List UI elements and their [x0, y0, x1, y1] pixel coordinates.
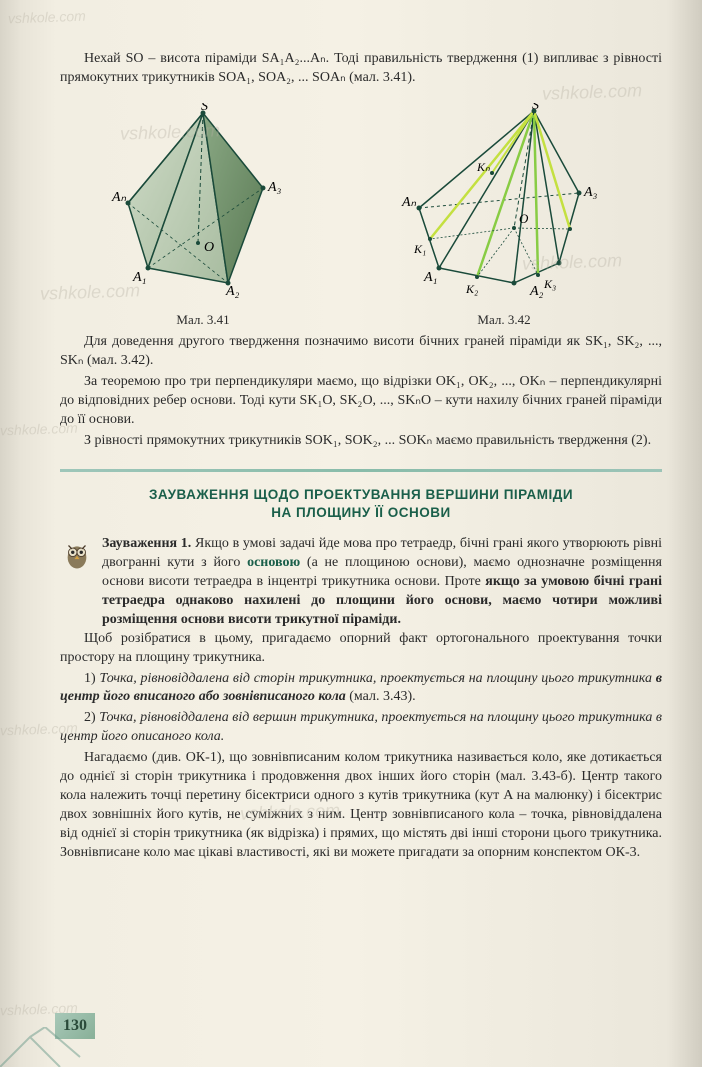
svg-text:A₁: A₁ [132, 270, 146, 285]
svg-text:K₂: K₂ [465, 282, 478, 296]
heading-line-2: НА ПЛОЩИНУ ЇЇ ОСНОВИ [271, 505, 450, 520]
item1-ref: (мал. 3.43). [346, 689, 416, 704]
paragraph-5: Щоб розібратися в цьому, пригадаємо опор… [60, 630, 662, 668]
note-lead: Зауваження 1. [102, 536, 191, 551]
owl-icon [60, 537, 94, 571]
item1-text: Точка, рівновіддалена від сторін трикутн… [99, 671, 655, 686]
list-item-2: 2) Точка, рівновіддалена від вершин трик… [60, 709, 662, 747]
svg-text:S: S [201, 103, 208, 114]
corner-decoration [0, 1027, 100, 1067]
diagrams-row: S Aₙ A₁ A₂ A₃ O Мал. 3.41 [60, 103, 662, 328]
item1-num: 1) [84, 671, 99, 686]
svg-text:A₂: A₂ [529, 284, 544, 298]
svg-text:S: S [532, 103, 539, 113]
svg-text:O: O [519, 211, 529, 226]
watermark: vshkole.com [8, 7, 86, 29]
pyramid-diagram-1: S Aₙ A₁ A₂ A₃ O [98, 103, 308, 298]
svg-text:A₃: A₃ [267, 180, 282, 195]
note-1-block: Зауваження 1. Якщо в умові задачі йде мо… [60, 535, 662, 629]
list-item-1: 1) Точка, рівновіддалена від сторін трик… [60, 670, 662, 708]
figure-3-41: S Aₙ A₁ A₂ A₃ O Мал. 3.41 [98, 103, 308, 328]
item2-text: Точка, рівновіддалена від вершин трикутн… [60, 710, 662, 744]
item2-num: 2) [84, 710, 99, 725]
section-divider [60, 469, 662, 472]
svg-text:O: O [204, 240, 214, 255]
svg-text:A₁: A₁ [423, 270, 437, 285]
paragraph-4: З рівності прямокутних трикутників SOK₁,… [60, 432, 662, 451]
svg-text:K₃: K₃ [543, 277, 556, 291]
svg-text:Aₙ: Aₙ [401, 195, 417, 210]
svg-text:Kₙ: Kₙ [476, 160, 490, 174]
svg-text:Aₙ: Aₙ [111, 190, 127, 205]
svg-text:A₃: A₃ [583, 185, 598, 200]
paragraph-1: Нехай SO – висота піраміди SA₁A₂...Aₙ. Т… [60, 50, 662, 88]
paragraph-2: Для доведення другого твердження позначи… [60, 333, 662, 371]
pyramid-diagram-2: S Aₙ A₁ A₂ A₃ O Kₙ K₁ K₂ K₃ [384, 103, 624, 298]
svg-text:K₁: K₁ [413, 242, 426, 256]
svg-text:A₂: A₂ [225, 284, 240, 298]
paragraph-3: За теоремою про три перпендикуляри маємо… [60, 373, 662, 430]
section-heading: ЗАУВАЖЕННЯ ЩОДО ПРОЕКТУВАННЯ ВЕРШИНИ ПІР… [60, 486, 662, 524]
note-highlight: основою [247, 555, 300, 570]
figure-3-42: S Aₙ A₁ A₂ A₃ O Kₙ K₁ K₂ K₃ Мал. 3.42 [384, 103, 624, 328]
heading-line-1: ЗАУВАЖЕННЯ ЩОДО ПРОЕКТУВАННЯ ВЕРШИНИ ПІР… [149, 487, 573, 502]
figure-caption-2: Мал. 3.42 [384, 311, 624, 329]
note-1-text: Зауваження 1. Якщо в умові задачі йде мо… [102, 535, 662, 629]
paragraph-6: Нагадаємо (див. ОК-1), що зовнівписаним … [60, 749, 662, 862]
figure-caption-1: Мал. 3.41 [98, 311, 308, 329]
